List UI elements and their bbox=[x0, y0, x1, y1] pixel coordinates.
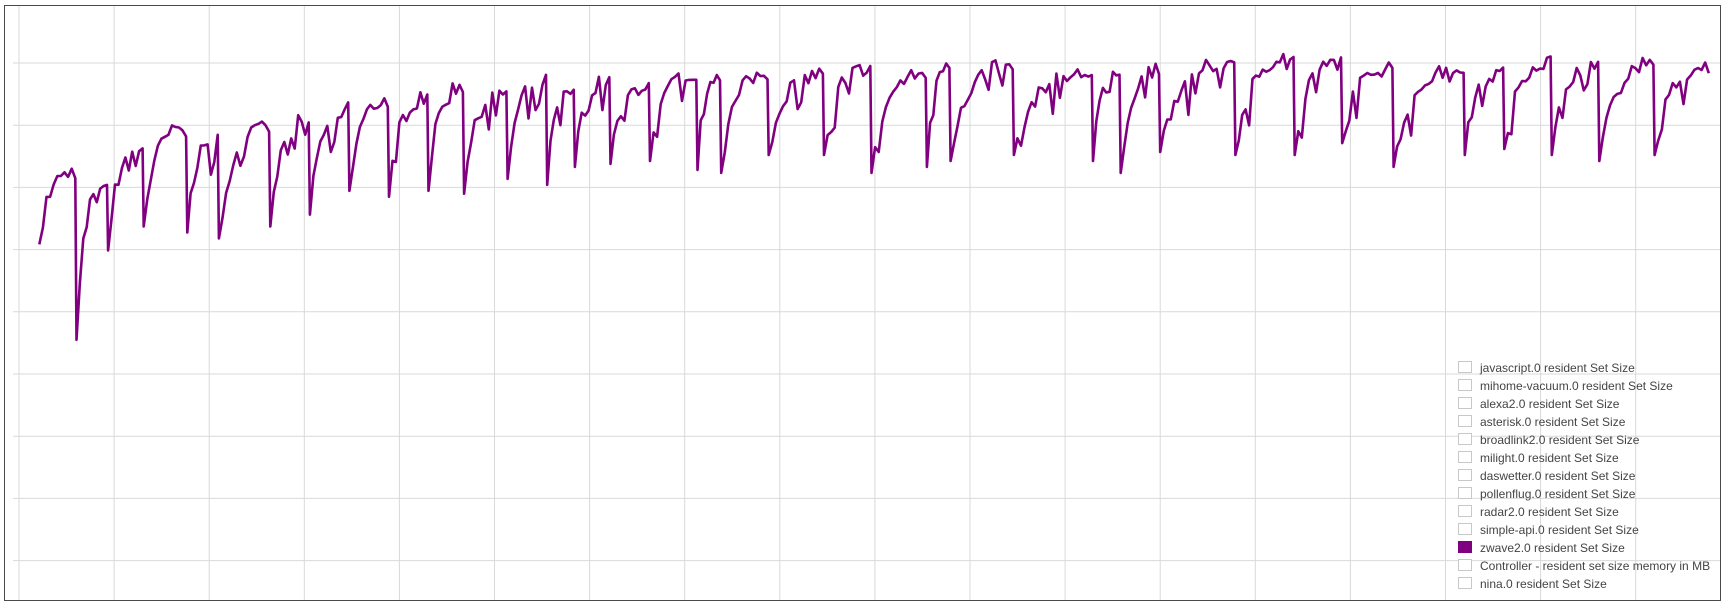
legend-item[interactable]: Controller - resident set size memory in… bbox=[1458, 557, 1720, 575]
chart-frame: javascript.0 resident Set Size mihome-vac… bbox=[4, 5, 1721, 601]
legend-label: nina.0 resident Set Size bbox=[1480, 577, 1607, 591]
legend-checkbox[interactable] bbox=[1458, 397, 1472, 409]
legend-checkbox[interactable] bbox=[1458, 379, 1472, 391]
legend-checkbox[interactable] bbox=[1458, 523, 1472, 535]
legend-label: radar2.0 resident Set Size bbox=[1480, 505, 1619, 519]
legend: javascript.0 resident Set Size mihome-vac… bbox=[1458, 359, 1720, 593]
legend-label: daswetter.0 resident Set Size bbox=[1480, 469, 1636, 483]
legend-label: broadlink2.0 resident Set Size bbox=[1480, 433, 1640, 447]
legend-item[interactable]: asterisk.0 resident Set Size bbox=[1458, 413, 1720, 431]
legend-item[interactable]: milight.0 resident Set Size bbox=[1458, 449, 1720, 467]
legend-item[interactable]: radar2.0 resident Set Size bbox=[1458, 503, 1720, 521]
legend-label: mihome-vacuum.0 resident Set Size bbox=[1480, 379, 1673, 393]
legend-checkbox[interactable] bbox=[1458, 487, 1472, 499]
legend-checkbox[interactable] bbox=[1458, 505, 1472, 517]
legend-checkbox[interactable] bbox=[1458, 451, 1472, 463]
legend-label: milight.0 resident Set Size bbox=[1480, 451, 1619, 465]
series-layer bbox=[38, 52, 1711, 342]
legend-item[interactable]: pollenflug.0 resident Set Size bbox=[1458, 485, 1720, 503]
legend-checkbox[interactable] bbox=[1458, 361, 1472, 373]
legend-item[interactable]: javascript.0 resident Set Size bbox=[1458, 359, 1720, 377]
legend-item[interactable]: daswetter.0 resident Set Size bbox=[1458, 467, 1720, 485]
legend-label: asterisk.0 resident Set Size bbox=[1480, 415, 1626, 429]
legend-label: alexa2.0 resident Set Size bbox=[1480, 397, 1620, 411]
legend-item[interactable]: broadlink2.0 resident Set Size bbox=[1458, 431, 1720, 449]
legend-label: zwave2.0 resident Set Size bbox=[1480, 541, 1625, 555]
legend-checkbox[interactable] bbox=[1458, 559, 1472, 571]
line-chart bbox=[13, 6, 1720, 600]
legend-checkbox[interactable] bbox=[1458, 577, 1472, 589]
legend-label: simple-api.0 resident Set Size bbox=[1480, 523, 1639, 537]
legend-label: javascript.0 resident Set Size bbox=[1480, 361, 1635, 375]
legend-item[interactable]: alexa2.0 resident Set Size bbox=[1458, 395, 1720, 413]
series-line-zwave2 bbox=[38, 52, 1711, 342]
legend-checkbox[interactable] bbox=[1458, 541, 1472, 553]
legend-checkbox[interactable] bbox=[1458, 415, 1472, 427]
legend-checkbox[interactable] bbox=[1458, 469, 1472, 481]
legend-item[interactable]: simple-api.0 resident Set Size bbox=[1458, 521, 1720, 539]
legend-item[interactable]: mihome-vacuum.0 resident Set Size bbox=[1458, 377, 1720, 395]
legend-checkbox[interactable] bbox=[1458, 433, 1472, 445]
legend-label: Controller - resident set size memory in… bbox=[1480, 559, 1711, 573]
legend-item[interactable]: nina.0 resident Set Size bbox=[1458, 575, 1720, 593]
legend-item[interactable]: zwave2.0 resident Set Size bbox=[1458, 539, 1720, 557]
legend-label: pollenflug.0 resident Set Size bbox=[1480, 487, 1636, 501]
